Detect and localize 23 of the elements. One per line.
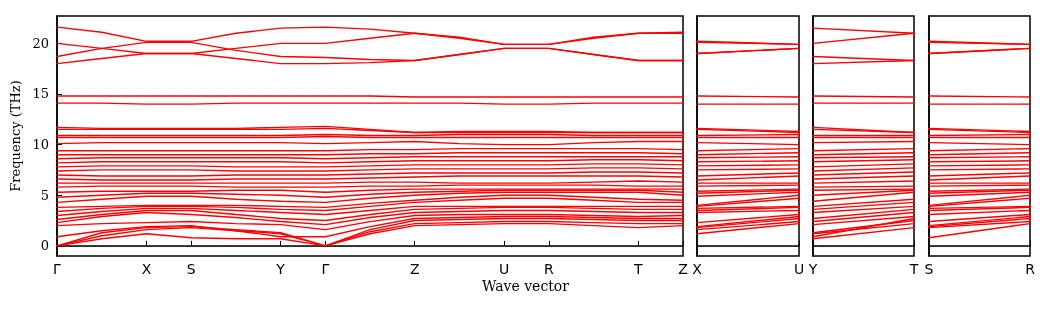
y-tick-label: 5 (40, 187, 49, 203)
x-tick-label: Γ (53, 261, 62, 277)
x-tick-label: U (499, 261, 510, 277)
x-tick-label: X (141, 261, 152, 277)
y-tick-label: 10 (32, 137, 49, 153)
x-tick-label: R (543, 261, 554, 277)
x-tick-label: X (692, 261, 703, 277)
x-tick-label: S (186, 261, 196, 277)
y-axis-title: Frequency (THz) (7, 80, 23, 192)
x-tick-label: U (793, 261, 805, 277)
x-tick-label: Γ (321, 261, 330, 277)
x-tick-label: T (908, 261, 919, 277)
x-tick-label: R (1025, 261, 1036, 277)
x-tick-label: S (924, 261, 934, 277)
x-axis-title: Wave vector (482, 278, 570, 294)
y-tick-label: 15 (32, 86, 49, 102)
x-tick-label: Y (275, 261, 286, 277)
x-tick-label: T (633, 261, 643, 277)
y-tick-label: 0 (40, 238, 49, 254)
x-tick-label: Y (807, 261, 818, 277)
y-tick-label: 20 (32, 35, 49, 51)
x-tick-label: Z (678, 261, 688, 277)
x-tick-label: Z (409, 261, 420, 277)
